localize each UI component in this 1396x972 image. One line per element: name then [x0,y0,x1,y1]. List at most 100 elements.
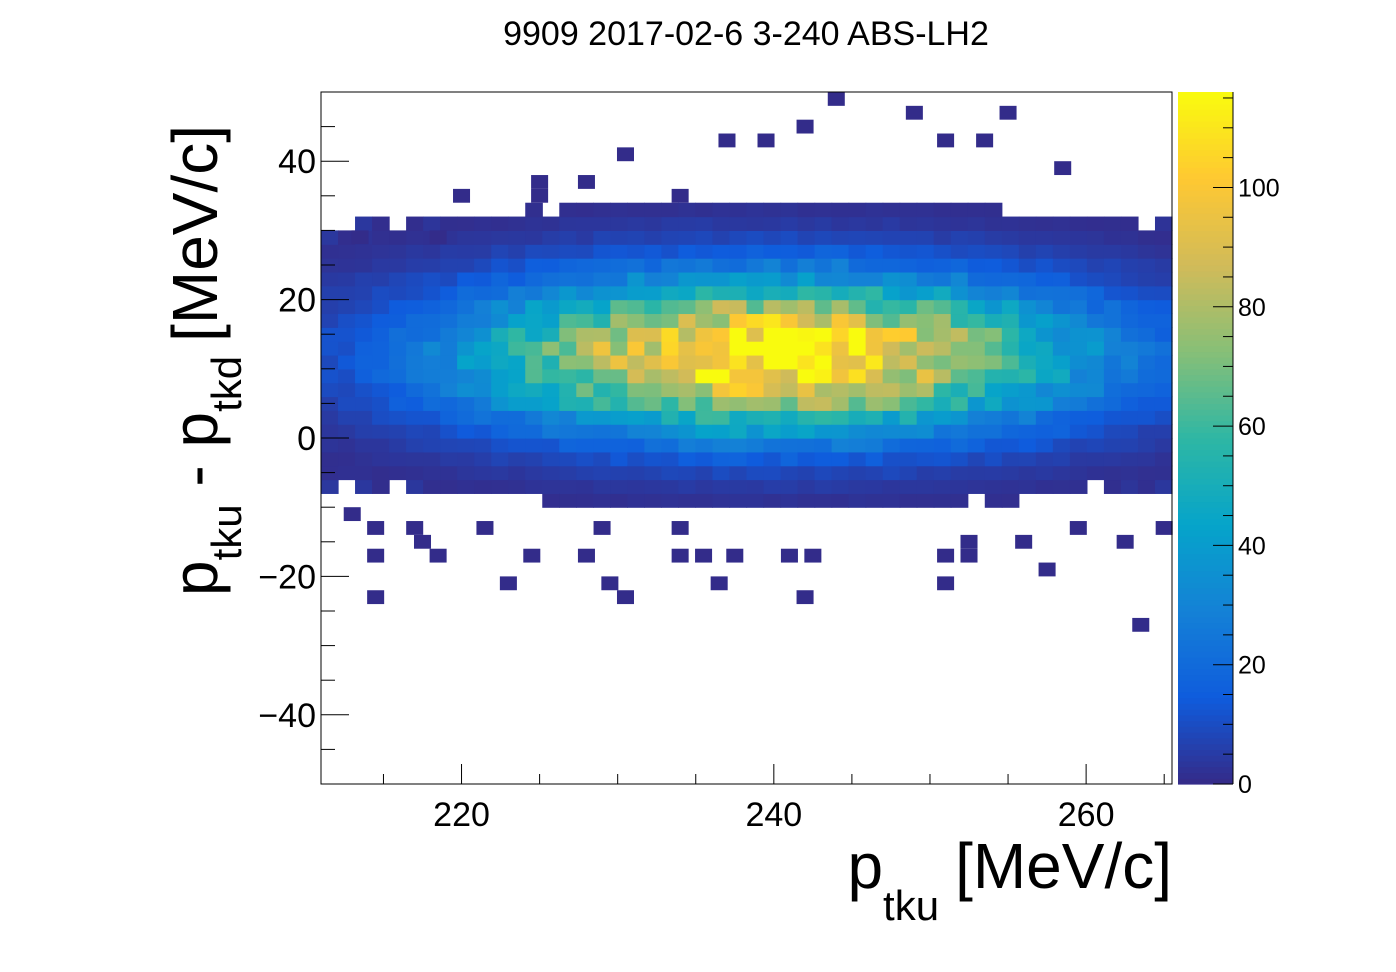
heatmap-bin [372,271,390,287]
heatmap-bin [661,216,680,231]
heatmap-bin [440,451,458,467]
heatmap-bin [726,548,744,563]
colorbar-segment [1178,749,1233,756]
heatmap-bin [984,451,1003,467]
heatmap-bin [1052,271,1071,287]
colorbar-segment [1178,207,1233,214]
heatmap-bin [933,327,952,342]
heatmap-bin [678,424,697,439]
heatmap-bin [848,230,867,245]
heatmap-bin [593,493,611,508]
heatmap-bin [321,354,339,370]
heatmap-bin [950,493,969,508]
heatmap-bin [814,465,833,481]
heatmap-bin [1018,396,1037,411]
heatmap-bin [865,271,884,287]
heatmap-bin [984,479,1003,494]
heatmap-bin [712,479,731,494]
heatmap-bin [1154,438,1173,453]
heatmap-bin [577,548,595,563]
heatmap-bin [984,341,1003,356]
colorbar-segment [1178,582,1233,589]
colorbar-tick-label: 40 [1238,532,1266,560]
heatmap-bin [729,202,748,218]
heatmap-bin [899,271,918,287]
heatmap-bin [831,244,850,259]
heatmap-bin [576,368,594,384]
heatmap-bin [559,396,577,411]
heatmap-bin [1137,285,1156,301]
heatmap-bin [355,382,373,398]
heatmap-bin [1001,424,1020,439]
heatmap-bin [882,382,901,398]
heatmap-bin [950,271,969,287]
colorbar-segment [1178,507,1233,514]
colorbar-segment [1178,472,1233,479]
heatmap-bin [457,451,475,467]
heatmap-bin [1154,299,1173,315]
heatmap-bin [712,216,731,231]
heatmap-bin [644,451,662,467]
heatmap-bin [508,230,526,245]
colorbar-segment [1178,103,1233,110]
heatmap-bin [1052,258,1071,273]
heatmap-bin [780,299,799,315]
heatmap-bin [671,548,689,563]
heatmap-bin [423,410,441,425]
heatmap-bin [712,368,731,384]
y-axis-title-minus: - [159,448,231,505]
heatmap-bin [525,244,543,259]
heatmap-bin [1120,396,1139,411]
colorbar-segment [1178,461,1233,468]
heatmap-bin [627,424,645,439]
heatmap-bin [1120,216,1139,231]
heatmap-bin [1018,438,1037,453]
colorbar-segment [1178,241,1233,249]
heatmap-bin [559,479,577,494]
heatmap-bin [1018,382,1037,398]
heatmap-bin [644,258,662,273]
heatmap-bin [525,354,543,370]
heatmap-bin [882,299,901,315]
heatmap-bin [831,410,850,425]
heatmap-bin [627,327,645,342]
heatmap-bin [338,244,356,259]
heatmap-bin [542,438,560,453]
heatmap-bin [746,271,765,287]
heatmap-bin [627,230,645,245]
heatmap-bin [1069,299,1088,315]
heatmap-bin [491,313,509,328]
heatmap-bin [882,341,901,356]
colorbar-segment [1178,559,1233,566]
heatmap-bin [559,230,577,245]
heatmap-bin [423,396,441,411]
heatmap-bin [831,354,850,370]
heatmap-bin [882,424,901,439]
heatmap-bin [321,382,339,398]
heatmap-bin [967,424,986,439]
colorbar-segment [1178,593,1233,601]
heatmap-bin [827,92,845,106]
heatmap-bin [1120,410,1139,425]
heatmap-bin [1069,521,1087,535]
heatmap-bin [678,230,697,245]
heatmap-bin [525,258,543,273]
heatmap-bin [899,465,918,481]
heatmap-bin [865,451,884,467]
heatmap-bin [1086,216,1105,231]
heatmap-bin [508,382,526,398]
heatmap-bin [780,354,799,370]
heatmap-bin [610,230,628,245]
heatmap-bin [508,368,526,384]
heatmap-bin [406,424,424,439]
heatmap-bin [831,327,850,342]
heatmap-bin [1086,465,1105,481]
heatmap-bin [1103,438,1122,453]
heatmap-bin [338,285,356,301]
heatmap-bin [916,410,935,425]
heatmap-bin [695,354,714,370]
heatmap-bin [576,202,594,218]
heatmap-bin [763,258,782,273]
heatmap-bin [780,424,799,439]
heatmap-bin [729,424,748,439]
